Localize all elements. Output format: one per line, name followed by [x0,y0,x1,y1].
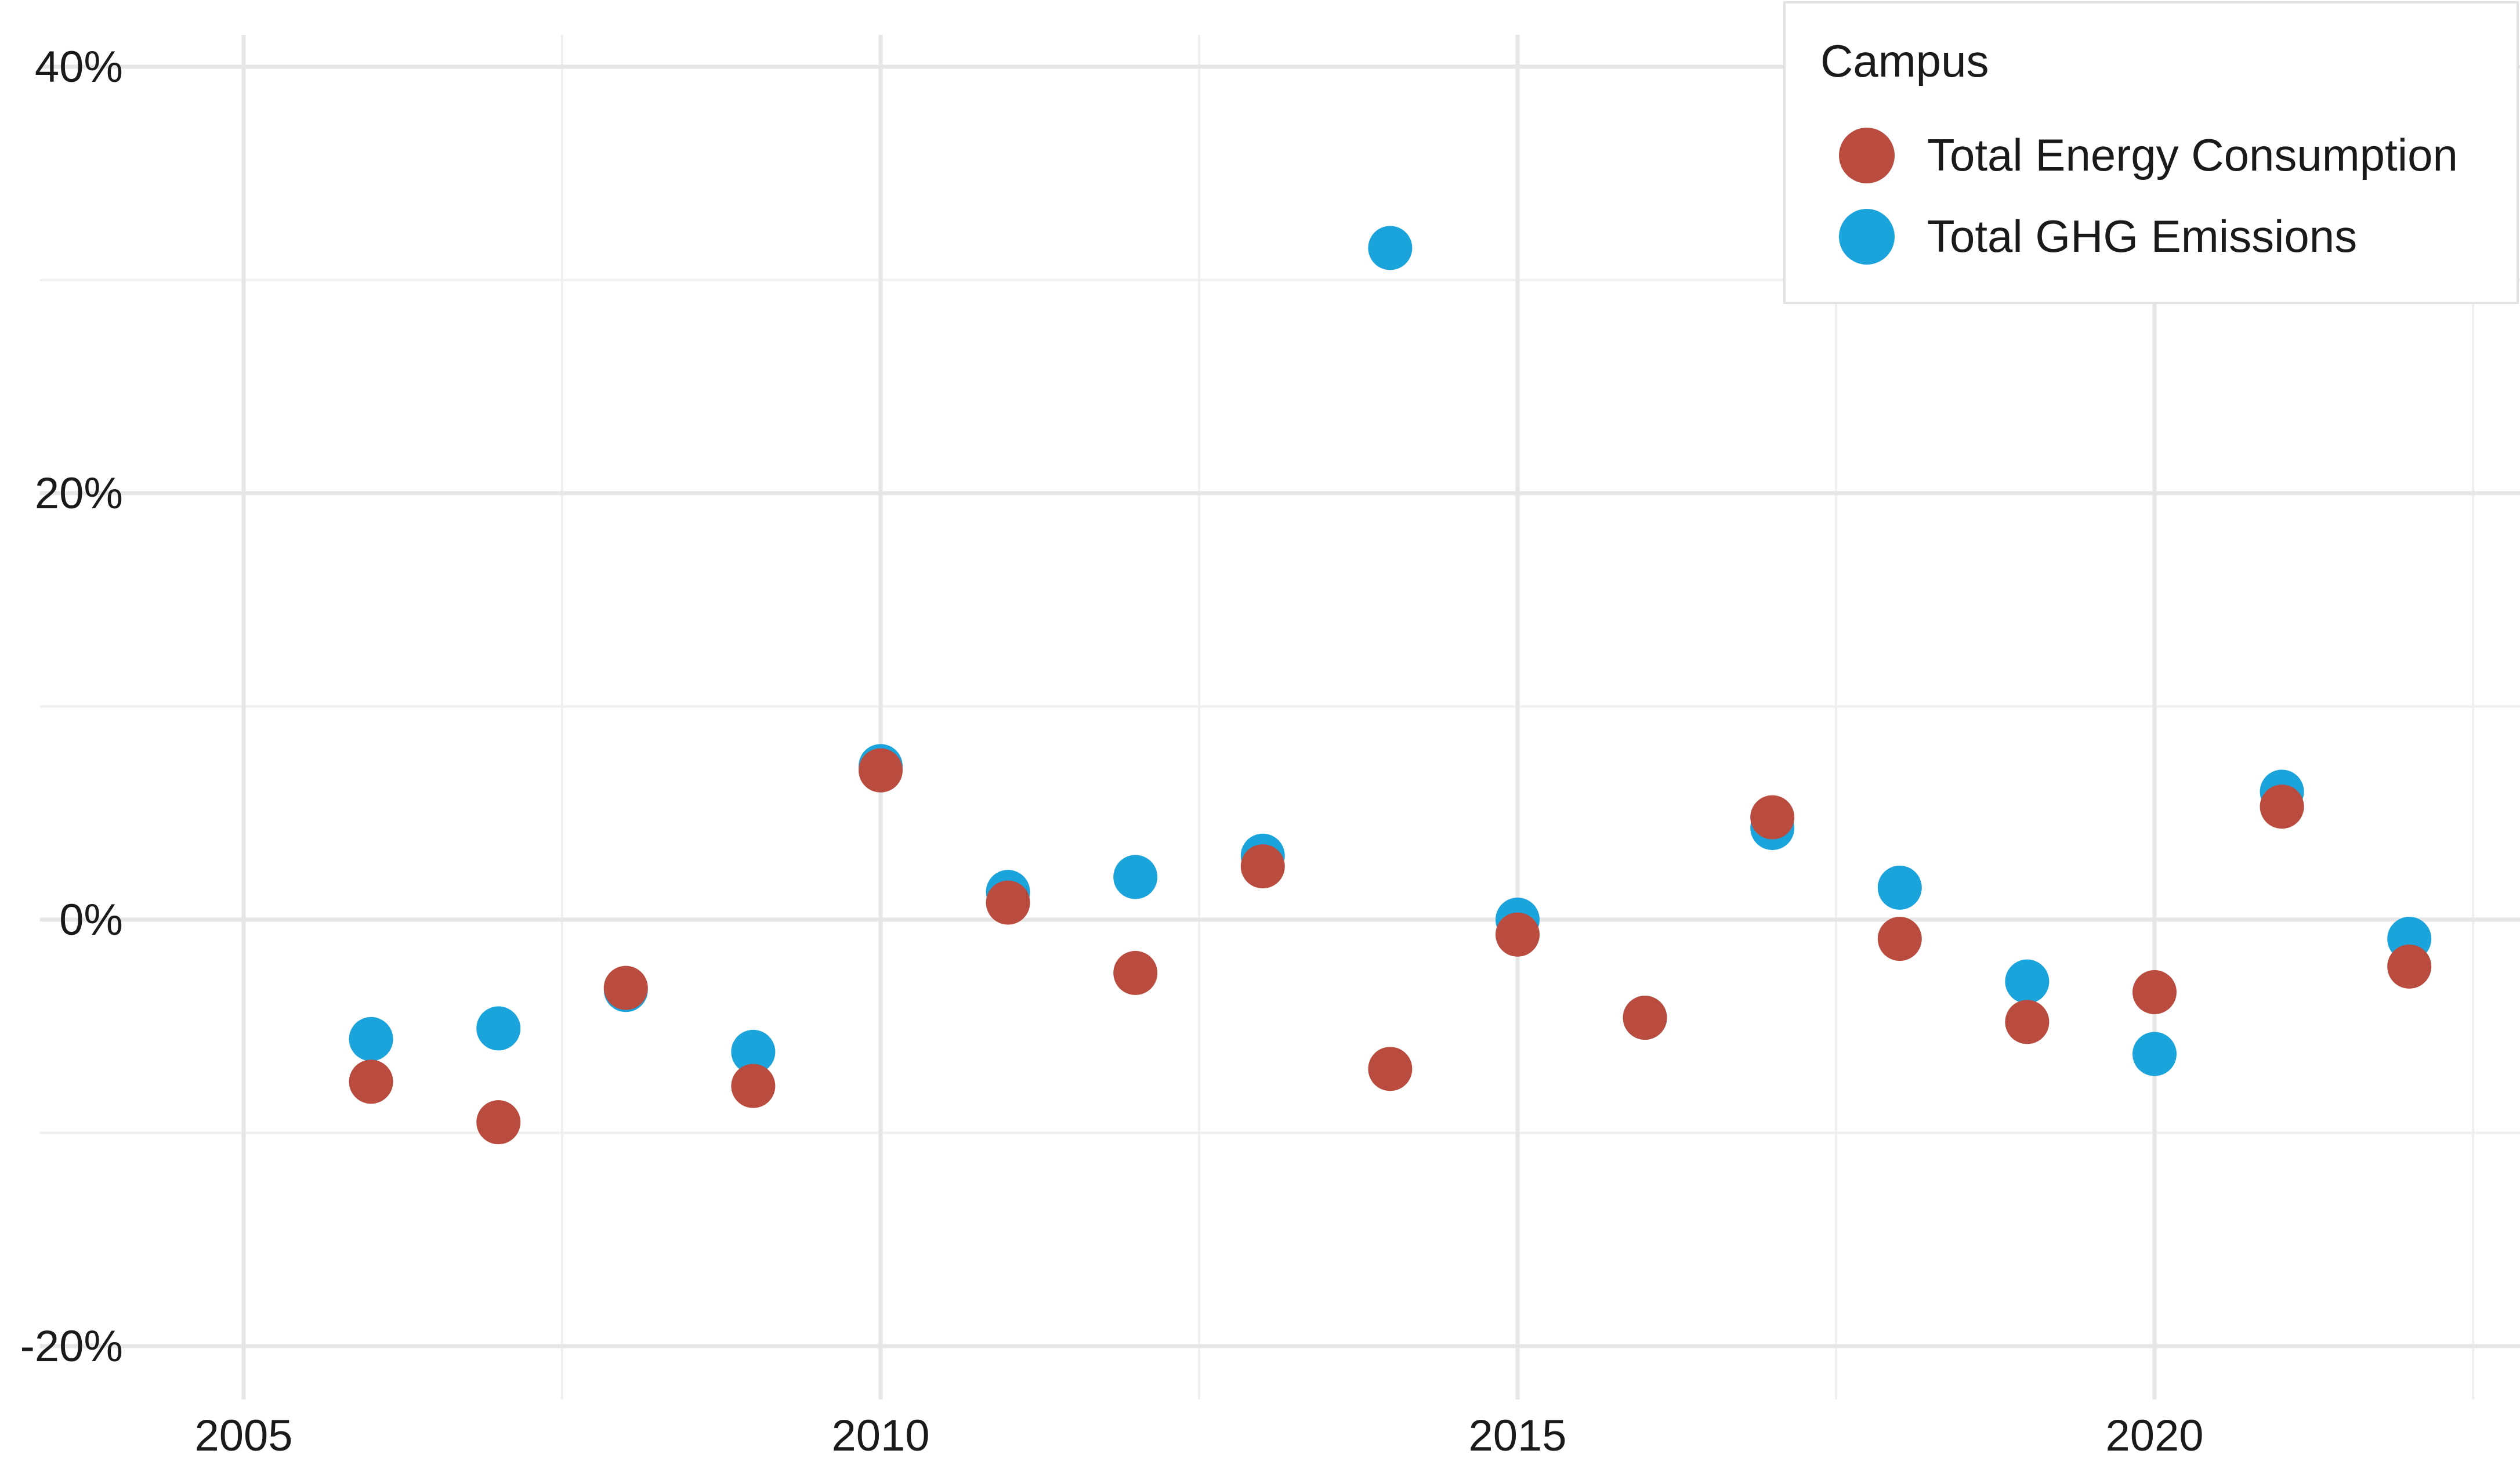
energy-consumption-point [2387,944,2432,989]
legend-title: Campus [1820,35,1989,86]
energy-consumption-point [2132,970,2177,1014]
energy-consumption-point [1496,912,1540,957]
energy-consumption-point [859,748,903,793]
energy-consumption-point [731,1064,776,1108]
x-axis-tick-labels: 2005 2010 2015 2020 [194,1411,2203,1460]
legend-box [1783,1,2519,304]
ghg-emissions-point [2005,959,2050,1004]
y-tick-label: -20% [20,1322,123,1371]
energy-consumption-point [1113,950,1158,995]
legend-energy-label: Total Energy Consumption [1927,129,2458,180]
ghg-emissions-point [1113,855,1158,899]
energy-consumption-point [1240,844,1285,889]
ghg-emissions-point [1368,226,1413,270]
ghg-emissions-point [2132,1032,2177,1076]
energy-consumption-point [1877,917,1922,961]
y-tick-label: 0% [59,895,123,945]
energy-consumption-point [2260,784,2304,829]
ghg-emissions-point [349,1017,393,1061]
ghg-emissions-point [731,1029,776,1074]
energy-consumption-point [476,1100,521,1145]
energy-consumption-point [1623,996,1667,1040]
ghg-emissions-point [476,1006,521,1051]
legend-items: Total Energy Consumption Total GHG Emissi… [1839,128,2458,265]
energy-consumption-point [349,1059,393,1104]
y-tick-label: 40% [35,42,123,92]
y-axis-tick-labels: -20% 0% 20% 40% [20,42,123,1371]
data-points [349,226,2432,1145]
x-tick-label: 2010 [831,1411,929,1460]
x-tick-label: 2020 [2105,1411,2203,1460]
y-tick-label: 20% [35,469,123,518]
legend: Campus Total Energy Consumption Total GHG… [1783,1,2519,304]
legend-ghg-swatch [1839,209,1895,265]
energy-consumption-point [603,965,648,1010]
energy-consumption-point [2005,1000,2050,1044]
legend-energy-swatch [1839,128,1895,183]
energy-consumption-point [1368,1047,1413,1091]
legend-ghg-label: Total GHG Emissions [1927,211,2357,262]
energy-consumption-point [986,880,1030,925]
ghg-emissions-point [1877,865,1922,910]
x-tick-label: 2015 [1468,1411,1566,1460]
energy-consumption-point [1750,795,1795,840]
x-tick-label: 2005 [194,1411,292,1460]
